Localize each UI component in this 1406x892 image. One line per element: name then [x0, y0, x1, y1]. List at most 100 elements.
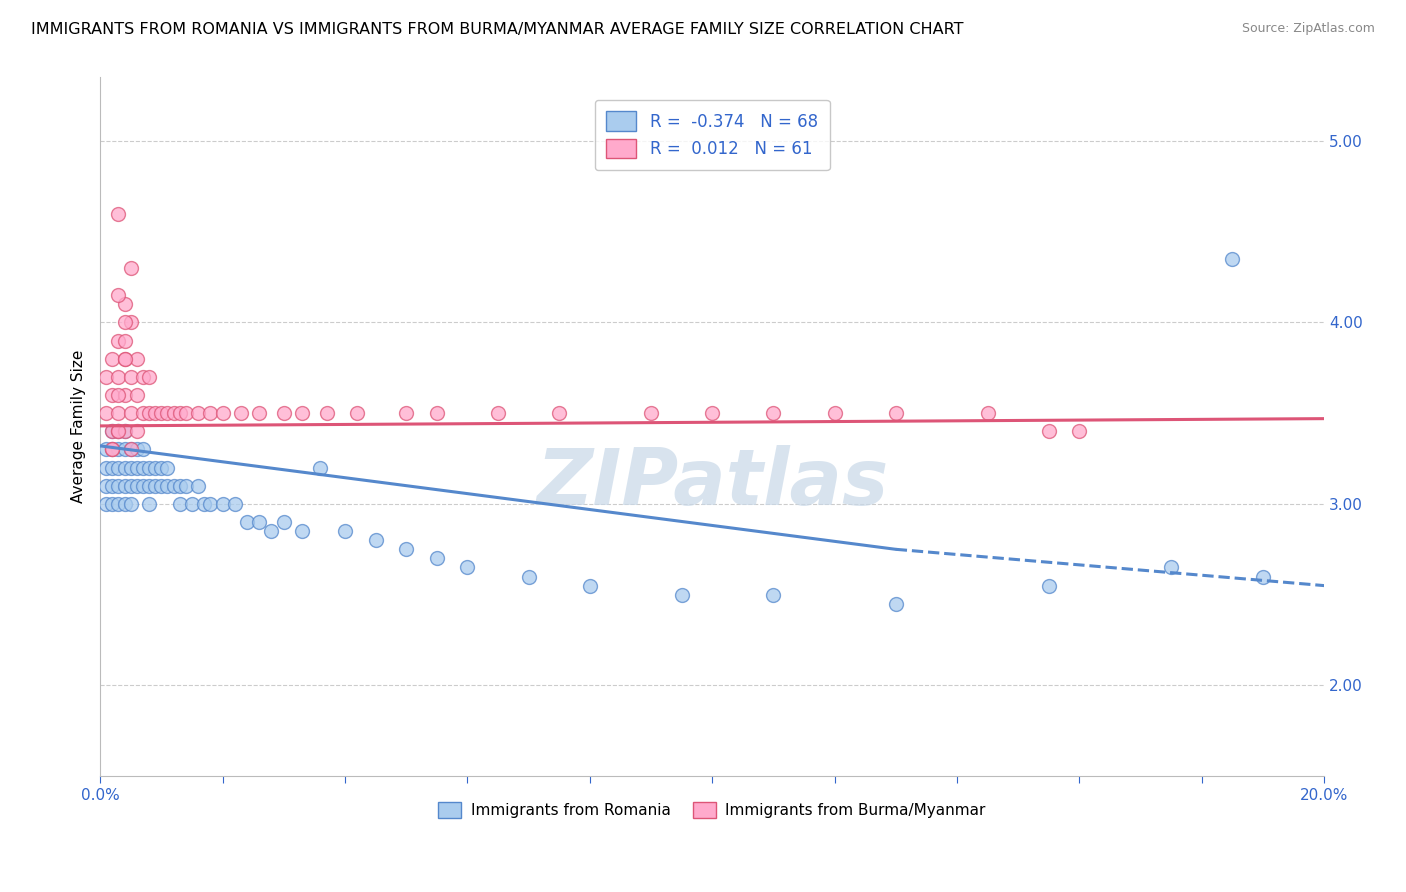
Point — [107, 388, 129, 402]
Point — [107, 406, 129, 420]
Point — [200, 406, 222, 420]
Point — [120, 442, 142, 457]
Point — [169, 497, 191, 511]
Point — [640, 406, 662, 420]
Point — [138, 370, 160, 384]
Point — [150, 479, 173, 493]
Point — [114, 297, 136, 311]
Point — [101, 497, 124, 511]
Point — [138, 406, 160, 420]
Point — [315, 406, 337, 420]
Point — [273, 515, 295, 529]
Point — [211, 406, 233, 420]
Point — [138, 460, 160, 475]
Point — [114, 442, 136, 457]
Point — [143, 479, 166, 493]
Point — [96, 442, 118, 457]
Point — [884, 597, 907, 611]
Point — [138, 479, 160, 493]
Point — [114, 351, 136, 366]
Point — [517, 569, 540, 583]
Point — [395, 542, 418, 557]
Point — [162, 406, 184, 420]
Point — [762, 588, 785, 602]
Point — [114, 388, 136, 402]
Point — [125, 442, 148, 457]
Point — [426, 406, 449, 420]
Point — [107, 460, 129, 475]
Point — [125, 460, 148, 475]
Point — [346, 406, 368, 420]
Point — [1220, 252, 1243, 266]
Point — [976, 406, 998, 420]
Point — [181, 497, 204, 511]
Y-axis label: Average Family Size: Average Family Size — [72, 351, 86, 503]
Point — [247, 406, 270, 420]
Point — [96, 370, 118, 384]
Point — [125, 351, 148, 366]
Point — [101, 425, 124, 439]
Point — [174, 406, 197, 420]
Point — [824, 406, 846, 420]
Point — [120, 460, 142, 475]
Point — [120, 370, 142, 384]
Point — [101, 351, 124, 366]
Point — [486, 406, 509, 420]
Point — [107, 334, 129, 348]
Text: ZIPatlas: ZIPatlas — [536, 445, 889, 521]
Point — [132, 460, 155, 475]
Point — [107, 425, 129, 439]
Text: Source: ZipAtlas.com: Source: ZipAtlas.com — [1241, 22, 1375, 36]
Point — [96, 497, 118, 511]
Point — [578, 579, 600, 593]
Point — [132, 406, 155, 420]
Point — [200, 497, 222, 511]
Point — [101, 388, 124, 402]
Point — [96, 460, 118, 475]
Point — [150, 406, 173, 420]
Point — [107, 425, 129, 439]
Point — [156, 406, 179, 420]
Point — [1251, 569, 1274, 583]
Point — [162, 479, 184, 493]
Point — [125, 479, 148, 493]
Point — [333, 524, 356, 538]
Point — [169, 406, 191, 420]
Point — [120, 479, 142, 493]
Point — [1160, 560, 1182, 574]
Point — [884, 406, 907, 420]
Point — [456, 560, 478, 574]
Point — [138, 497, 160, 511]
Point — [120, 315, 142, 329]
Point — [229, 406, 252, 420]
Point — [101, 479, 124, 493]
Point — [260, 524, 283, 538]
Point — [101, 442, 124, 457]
Point — [107, 479, 129, 493]
Point — [107, 288, 129, 302]
Text: IMMIGRANTS FROM ROMANIA VS IMMIGRANTS FROM BURMA/MYANMAR AVERAGE FAMILY SIZE COR: IMMIGRANTS FROM ROMANIA VS IMMIGRANTS FR… — [31, 22, 963, 37]
Point — [236, 515, 259, 529]
Point — [762, 406, 785, 420]
Point — [96, 479, 118, 493]
Point — [107, 206, 129, 220]
Point — [193, 497, 215, 511]
Point — [132, 442, 155, 457]
Point — [169, 479, 191, 493]
Point — [150, 460, 173, 475]
Legend: Immigrants from Romania, Immigrants from Burma/Myanmar: Immigrants from Romania, Immigrants from… — [433, 797, 991, 824]
Point — [114, 334, 136, 348]
Point — [114, 479, 136, 493]
Point — [224, 497, 246, 511]
Point — [125, 388, 148, 402]
Point — [114, 425, 136, 439]
Point — [156, 460, 179, 475]
Point — [309, 460, 332, 475]
Point — [187, 479, 209, 493]
Point — [101, 460, 124, 475]
Point — [1038, 579, 1060, 593]
Point — [1038, 425, 1060, 439]
Point — [273, 406, 295, 420]
Point — [120, 406, 142, 420]
Point — [247, 515, 270, 529]
